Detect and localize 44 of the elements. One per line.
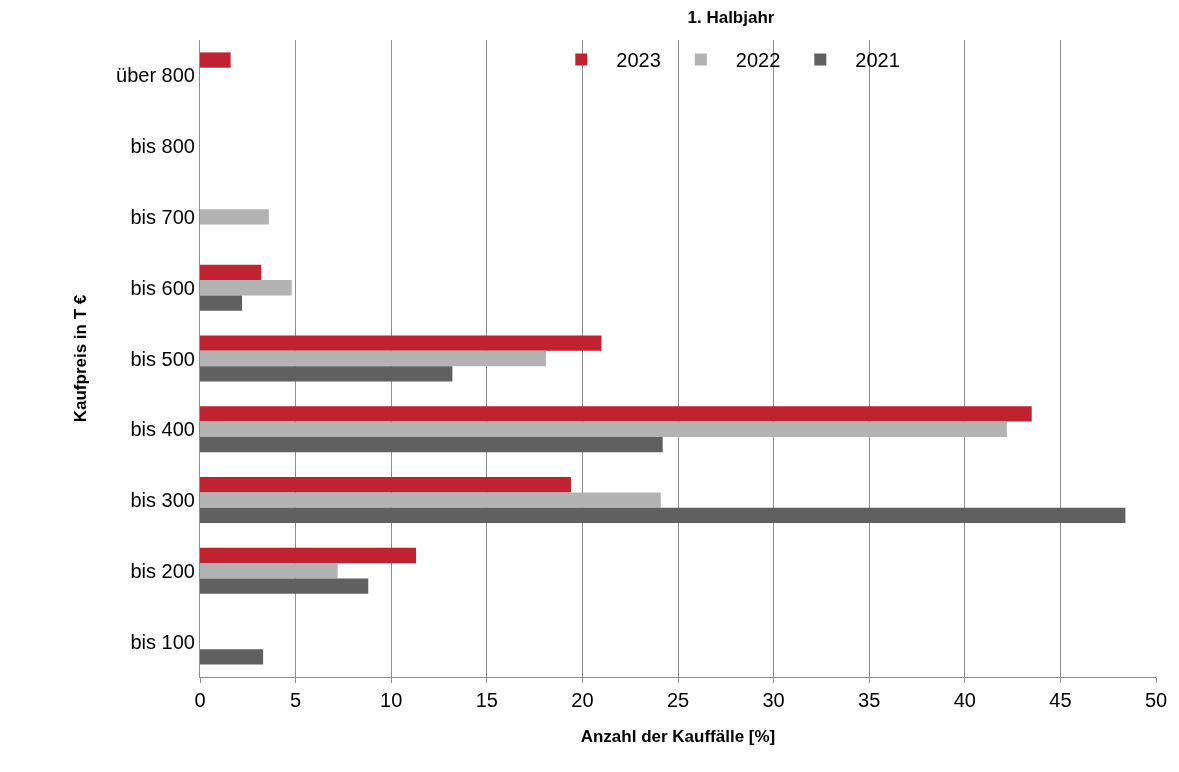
bar (200, 507, 1126, 524)
bar (200, 280, 292, 296)
bar (200, 477, 571, 493)
y-axis-title: Kaufpreis in T € (70, 294, 90, 423)
x-tick-label: 20 (571, 689, 594, 711)
y-tick-label: bis 500 (130, 347, 195, 370)
x-tick-label: 5 (290, 689, 302, 711)
x-tick-label: 35 (858, 689, 881, 711)
y-tick-label: bis 600 (130, 276, 195, 299)
y-tick-label: bis 100 (130, 630, 195, 653)
y-tick-label: bis 200 (130, 559, 195, 582)
bar (200, 436, 663, 453)
x-tick-label: 10 (380, 689, 403, 711)
y-tick-label: bis 700 (130, 205, 195, 228)
x-tick-label: 50 (1144, 689, 1168, 711)
bar (200, 547, 417, 564)
bar (200, 649, 264, 665)
chart-title: 1. Halbjahr (687, 8, 775, 28)
x-tick-label: 0 (194, 689, 206, 711)
x-tick-label: 15 (475, 689, 498, 711)
bar (200, 578, 369, 594)
y-tick-label: über 800 (116, 64, 195, 87)
y-tick-label: bis 400 (130, 418, 195, 441)
legend-label: 2023 (616, 49, 661, 72)
bar (200, 366, 453, 382)
bar (200, 350, 547, 367)
bar (200, 421, 1007, 437)
bar (200, 209, 269, 225)
bar (200, 335, 602, 351)
legend-label: 2022 (735, 49, 781, 72)
y-tick-label: bis 800 (130, 135, 195, 158)
bar (200, 264, 262, 281)
x-tick-label: 45 (1049, 689, 1072, 711)
bar (200, 563, 338, 579)
y-tick-label: bis 300 (130, 489, 195, 512)
bar (200, 492, 661, 508)
legend-label: 2021 (855, 49, 900, 72)
x-tick-label: 30 (762, 689, 785, 711)
x-axis-title: Anzahl der Kauffälle [%] (580, 727, 776, 747)
bar (200, 406, 1032, 422)
bar (200, 52, 231, 68)
bar (200, 295, 243, 311)
x-tick-label: 40 (953, 689, 976, 711)
x-tick-label: 25 (666, 689, 690, 711)
